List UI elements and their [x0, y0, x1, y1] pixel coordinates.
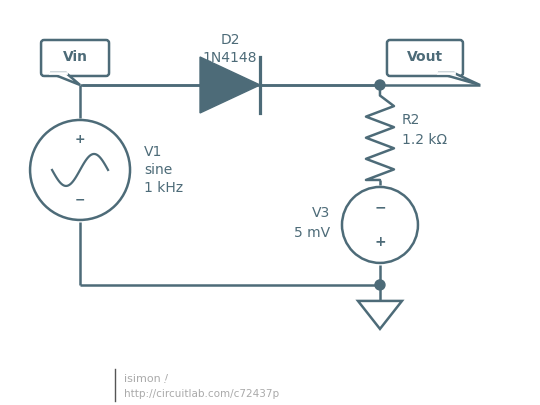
Text: 1N4148: 1N4148: [202, 51, 257, 65]
Polygon shape: [438, 73, 480, 85]
Polygon shape: [358, 301, 402, 329]
Text: sine: sine: [144, 163, 172, 177]
Polygon shape: [200, 57, 260, 113]
Text: V1: V1: [144, 145, 163, 159]
Polygon shape: [50, 73, 80, 85]
Text: 1 kHz: 1 kHz: [144, 181, 183, 195]
Circle shape: [375, 280, 385, 290]
Text: −: −: [75, 194, 85, 207]
Text: +: +: [374, 235, 386, 249]
Text: Lab 2 Schema 4: Lab 2 Schema 4: [162, 374, 261, 384]
Text: V3: V3: [312, 206, 330, 220]
Text: http://circuitlab.com/c72437p: http://circuitlab.com/c72437p: [124, 389, 279, 399]
Text: 1.2 kΩ: 1.2 kΩ: [402, 134, 447, 147]
FancyBboxPatch shape: [41, 40, 109, 76]
Text: 5 mV: 5 mV: [294, 226, 330, 240]
Text: +: +: [75, 134, 85, 147]
Text: Vout: Vout: [407, 50, 443, 64]
Text: Vin: Vin: [63, 50, 87, 64]
Text: ∿W—►LAB: ∿W—►LAB: [8, 389, 66, 399]
Text: D2: D2: [220, 33, 240, 47]
FancyBboxPatch shape: [387, 40, 463, 76]
Circle shape: [375, 80, 385, 90]
Text: CIRCUIT: CIRCUIT: [8, 371, 61, 384]
Text: −: −: [374, 201, 386, 215]
Text: isimon /: isimon /: [124, 374, 172, 384]
Text: R2: R2: [402, 113, 420, 128]
